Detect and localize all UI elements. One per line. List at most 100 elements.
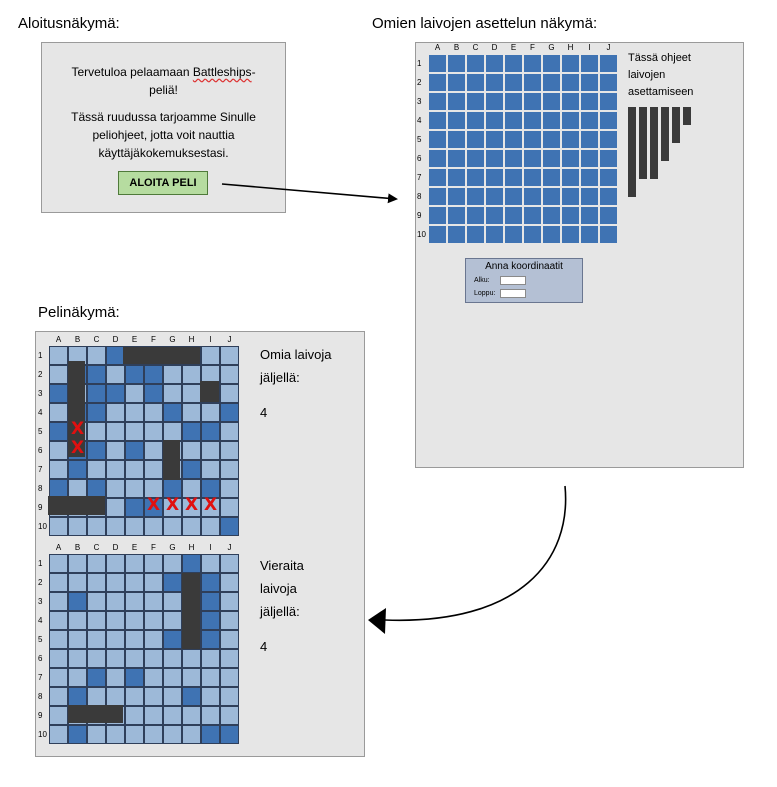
enemy-cell-I7[interactable] bbox=[201, 668, 220, 687]
enemy-cell-H10[interactable] bbox=[182, 725, 201, 744]
enemy-cell-C10[interactable] bbox=[87, 725, 106, 744]
placement-cell-G1[interactable] bbox=[542, 54, 561, 73]
enemy-cell-A4[interactable] bbox=[49, 611, 68, 630]
placement-cell-E3[interactable] bbox=[504, 92, 523, 111]
placement-cell-G3[interactable] bbox=[542, 92, 561, 111]
placement-cell-D7[interactable] bbox=[485, 168, 504, 187]
placement-cell-J8[interactable] bbox=[599, 187, 618, 206]
placement-cell-E8[interactable] bbox=[504, 187, 523, 206]
enemy-cell-I1[interactable] bbox=[201, 554, 220, 573]
placement-cell-J5[interactable] bbox=[599, 130, 618, 149]
enemy-cell-B3[interactable] bbox=[68, 592, 87, 611]
enemy-cell-G3[interactable] bbox=[163, 592, 182, 611]
enemy-cell-C3[interactable] bbox=[87, 592, 106, 611]
enemy-cell-J7[interactable] bbox=[220, 668, 239, 687]
placement-cell-J3[interactable] bbox=[599, 92, 618, 111]
enemy-cell-G6[interactable] bbox=[163, 649, 182, 668]
enemy-cell-A9[interactable] bbox=[49, 706, 68, 725]
placement-cell-F2[interactable] bbox=[523, 73, 542, 92]
enemy-cell-B5[interactable] bbox=[68, 630, 87, 649]
enemy-cell-A2[interactable] bbox=[49, 573, 68, 592]
enemy-cell-D5[interactable] bbox=[106, 630, 125, 649]
enemy-cell-B4[interactable] bbox=[68, 611, 87, 630]
enemy-cell-H1[interactable] bbox=[182, 554, 201, 573]
placement-cell-H2[interactable] bbox=[561, 73, 580, 92]
enemy-cell-A8[interactable] bbox=[49, 687, 68, 706]
enemy-cell-C6[interactable] bbox=[87, 649, 106, 668]
placement-cell-I1[interactable] bbox=[580, 54, 599, 73]
enemy-cell-D4[interactable] bbox=[106, 611, 125, 630]
placement-cell-B6[interactable] bbox=[447, 149, 466, 168]
placement-cell-I6[interactable] bbox=[580, 149, 599, 168]
enemy-cell-I8[interactable] bbox=[201, 687, 220, 706]
enemy-cell-I2[interactable] bbox=[201, 573, 220, 592]
enemy-cell-A1[interactable] bbox=[49, 554, 68, 573]
enemy-cell-G10[interactable] bbox=[163, 725, 182, 744]
placement-cell-I5[interactable] bbox=[580, 130, 599, 149]
placement-cell-I4[interactable] bbox=[580, 111, 599, 130]
start-coord-input[interactable] bbox=[500, 276, 526, 285]
placement-cell-E4[interactable] bbox=[504, 111, 523, 130]
enemy-cell-B1[interactable] bbox=[68, 554, 87, 573]
enemy-cell-D6[interactable] bbox=[106, 649, 125, 668]
placement-cell-E5[interactable] bbox=[504, 130, 523, 149]
enemy-cell-F10[interactable] bbox=[144, 725, 163, 744]
enemy-cell-C1[interactable] bbox=[87, 554, 106, 573]
placement-cell-C2[interactable] bbox=[466, 73, 485, 92]
placement-cell-C3[interactable] bbox=[466, 92, 485, 111]
enemy-cell-F3[interactable] bbox=[144, 592, 163, 611]
placement-cell-C1[interactable] bbox=[466, 54, 485, 73]
enemy-cell-E4[interactable] bbox=[125, 611, 144, 630]
enemy-cell-G5[interactable] bbox=[163, 630, 182, 649]
enemy-cell-J9[interactable] bbox=[220, 706, 239, 725]
placement-cell-B5[interactable] bbox=[447, 130, 466, 149]
placement-cell-I3[interactable] bbox=[580, 92, 599, 111]
placement-cell-E1[interactable] bbox=[504, 54, 523, 73]
enemy-cell-I3[interactable] bbox=[201, 592, 220, 611]
placement-cell-H6[interactable] bbox=[561, 149, 580, 168]
placement-cell-B10[interactable] bbox=[447, 225, 466, 244]
placement-cell-E6[interactable] bbox=[504, 149, 523, 168]
placement-cell-H8[interactable] bbox=[561, 187, 580, 206]
placement-cell-E2[interactable] bbox=[504, 73, 523, 92]
enemy-cell-F6[interactable] bbox=[144, 649, 163, 668]
placement-cell-D2[interactable] bbox=[485, 73, 504, 92]
placement-cell-C9[interactable] bbox=[466, 206, 485, 225]
enemy-cell-F9[interactable] bbox=[144, 706, 163, 725]
enemy-cell-E1[interactable] bbox=[125, 554, 144, 573]
placement-cell-F10[interactable] bbox=[523, 225, 542, 244]
placement-cell-B2[interactable] bbox=[447, 73, 466, 92]
enemy-cell-I10[interactable] bbox=[201, 725, 220, 744]
enemy-cell-E10[interactable] bbox=[125, 725, 144, 744]
placement-cell-J2[interactable] bbox=[599, 73, 618, 92]
placement-cell-F6[interactable] bbox=[523, 149, 542, 168]
placement-cell-B3[interactable] bbox=[447, 92, 466, 111]
enemy-cell-G2[interactable] bbox=[163, 573, 182, 592]
placement-cell-J1[interactable] bbox=[599, 54, 618, 73]
placement-cell-C4[interactable] bbox=[466, 111, 485, 130]
placement-cell-D9[interactable] bbox=[485, 206, 504, 225]
placement-cell-G6[interactable] bbox=[542, 149, 561, 168]
enemy-cell-A7[interactable] bbox=[49, 668, 68, 687]
enemy-cell-H9[interactable] bbox=[182, 706, 201, 725]
placement-cell-F3[interactable] bbox=[523, 92, 542, 111]
placement-cell-J4[interactable] bbox=[599, 111, 618, 130]
enemy-cell-I4[interactable] bbox=[201, 611, 220, 630]
enemy-cell-D10[interactable] bbox=[106, 725, 125, 744]
placement-cell-C5[interactable] bbox=[466, 130, 485, 149]
placement-cell-C6[interactable] bbox=[466, 149, 485, 168]
placement-cell-A2[interactable] bbox=[428, 73, 447, 92]
placement-cell-A5[interactable] bbox=[428, 130, 447, 149]
enemy-cell-A3[interactable] bbox=[49, 592, 68, 611]
placement-cell-F7[interactable] bbox=[523, 168, 542, 187]
enemy-cell-E7[interactable] bbox=[125, 668, 144, 687]
placement-cell-H1[interactable] bbox=[561, 54, 580, 73]
enemy-cell-I6[interactable] bbox=[201, 649, 220, 668]
placement-cell-G10[interactable] bbox=[542, 225, 561, 244]
enemy-cell-F5[interactable] bbox=[144, 630, 163, 649]
enemy-board-grid[interactable] bbox=[49, 554, 239, 744]
placement-cell-A8[interactable] bbox=[428, 187, 447, 206]
placement-cell-A10[interactable] bbox=[428, 225, 447, 244]
placement-cell-E7[interactable] bbox=[504, 168, 523, 187]
enemy-cell-D7[interactable] bbox=[106, 668, 125, 687]
